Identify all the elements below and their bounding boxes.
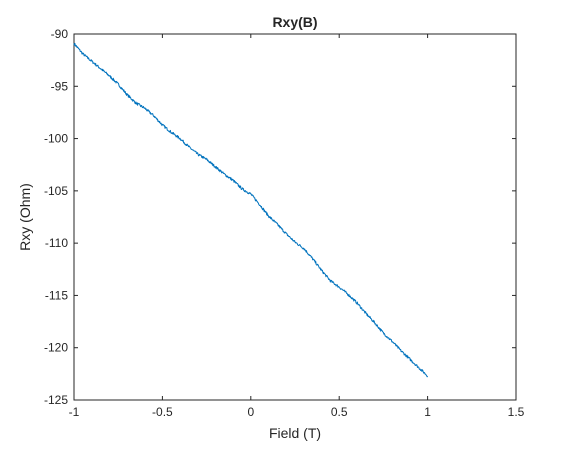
x-axis: -1 -0.5 0 0.5 1 1.5 [69, 34, 525, 419]
y-tick-label: -90 [51, 27, 69, 41]
data-series-line [73, 42, 429, 378]
x-tick-label: 0.5 [331, 405, 348, 419]
y-tick-label: -110 [45, 236, 68, 250]
x-tick-label: -1 [69, 405, 80, 419]
y-tick-label: -115 [45, 288, 68, 302]
y-tick-label: -95 [51, 79, 69, 93]
x-tick-label: 1 [424, 405, 431, 419]
y-axis-label: Rxy (Ohm) [17, 183, 33, 251]
x-tick-label: -0.5 [152, 405, 173, 419]
plot-area [73, 33, 517, 401]
y-axis: -90 -95 -100 -105 -110 -115 -120 -125 [44, 27, 516, 407]
y-tick-label: -125 [44, 393, 68, 407]
y-tick-label: -120 [44, 341, 68, 355]
x-axis-label: Field (T) [269, 425, 321, 441]
y-tick-label: -100 [44, 132, 68, 146]
x-tick-label: 0 [247, 405, 254, 419]
y-tick-label: -105 [44, 184, 68, 198]
chart-title: Rxy(B) [272, 14, 317, 30]
x-tick-label: 1.5 [508, 405, 525, 419]
